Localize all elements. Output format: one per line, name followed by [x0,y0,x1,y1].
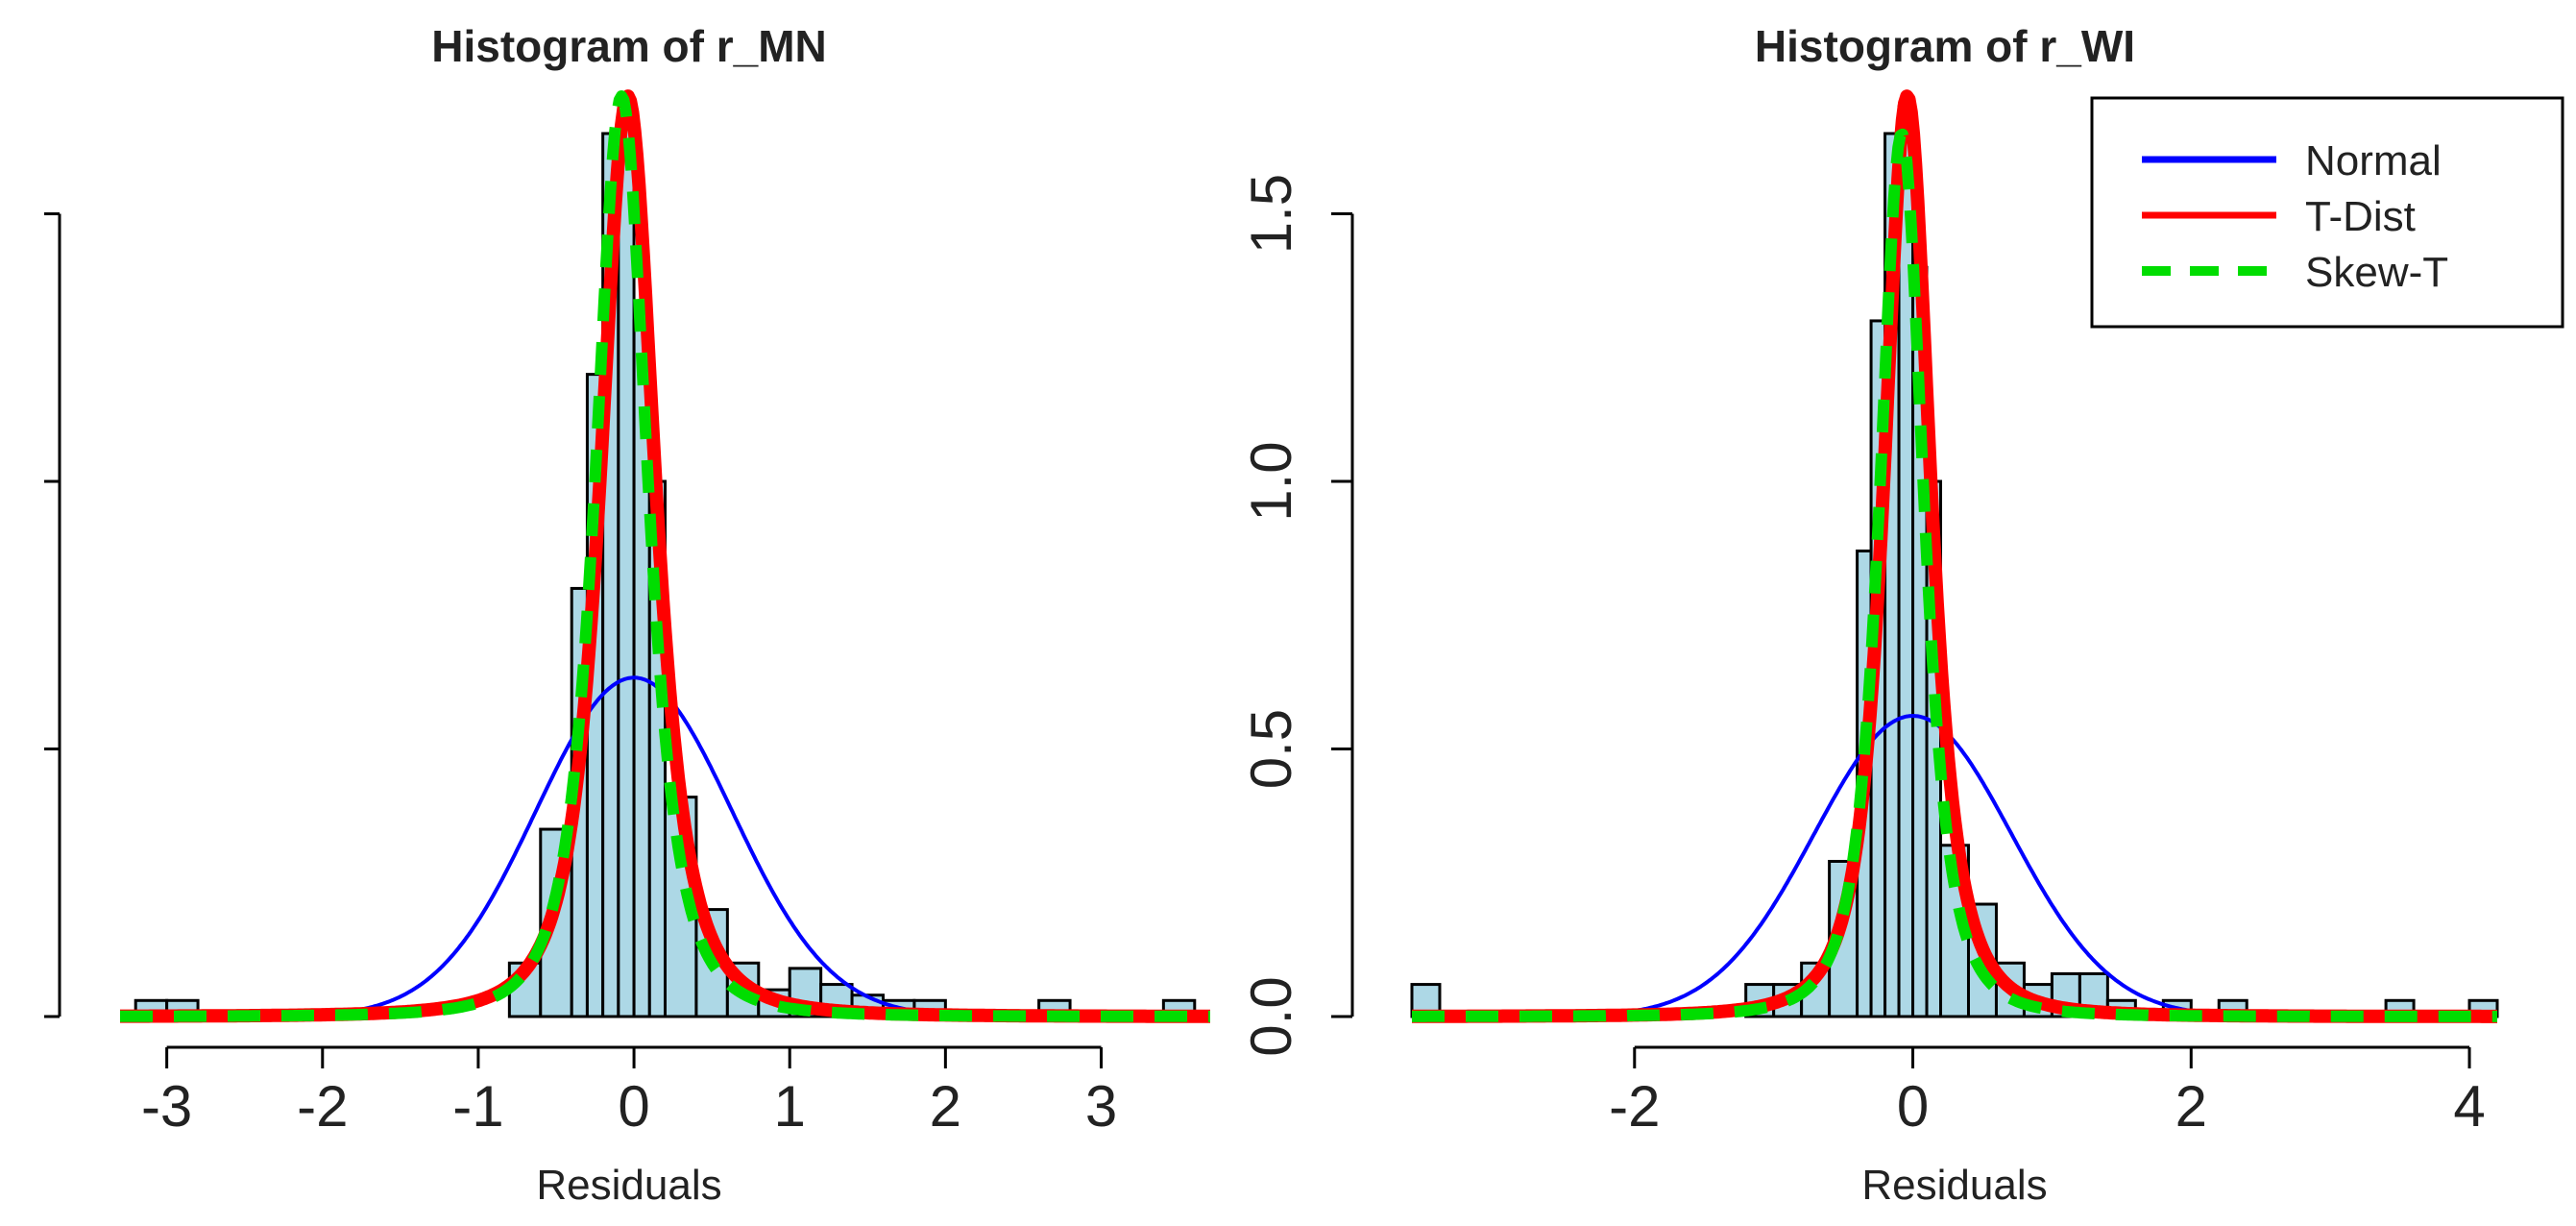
legend-label-skew-t: Skew-T [2305,249,2448,296]
y-tick-label: 1.0 [1239,441,1303,521]
x-tick-label: 1 [774,1074,806,1139]
y-tick-label: 0.0 [1239,976,1303,1056]
x-tick-label: 0 [618,1074,649,1139]
x-tick-label: 4 [2453,1074,2485,1139]
y-tick-label: 1.5 [1239,174,1303,254]
density-curves [115,89,1215,1023]
x-tick-label: 3 [1085,1074,1117,1139]
y-tick-label: 0.5 [1239,709,1303,789]
x-tick-label: 2 [2175,1074,2207,1139]
x-axis-label: Residuals [536,1162,721,1209]
y-axis: 0.0 0.5 1.0 1.5 [1239,174,1354,1057]
legend: Normal T-Dist Skew-T [2090,96,2564,329]
density-curve-skew-t [1408,128,2501,1022]
panel-title: Histogram of r_WI [1755,21,2135,71]
density-curves [1407,89,2502,1023]
histogram-panel-r-mn: Histogram of r_MN Residuals -3 -2 -1 0 1 2 3 [44,21,1215,1209]
x-tick-label: -2 [1609,1074,1660,1139]
histogram-panel-r-wi: Histogram of r_WI Residuals -2 0 2 4 0.0 0.5… [1239,21,2564,1209]
legend-entry-skew-t: Skew-T [2142,249,2448,296]
legend-entry-t-dist: T-Dist [2142,193,2416,240]
x-tick-label: -1 [452,1074,503,1139]
legend-label-t-dist: T-Dist [2305,193,2416,240]
density-curve-skew-t [116,90,1214,1022]
x-tick-label: 2 [930,1074,961,1139]
y-axis [44,212,61,1018]
x-axis-label: Residuals [1861,1162,2047,1209]
x-axis: -3 -2 -1 0 1 2 3 [141,1045,1117,1139]
panel-title: Histogram of r_MN [431,21,826,71]
x-tick-label: 0 [1897,1074,1929,1139]
legend-label-normal: Normal [2305,137,2442,184]
x-tick-label: -2 [297,1074,348,1139]
x-axis: -2 0 2 4 [1609,1045,2486,1139]
legend-entry-normal: Normal [2142,137,2442,184]
x-tick-label: -3 [141,1074,192,1139]
